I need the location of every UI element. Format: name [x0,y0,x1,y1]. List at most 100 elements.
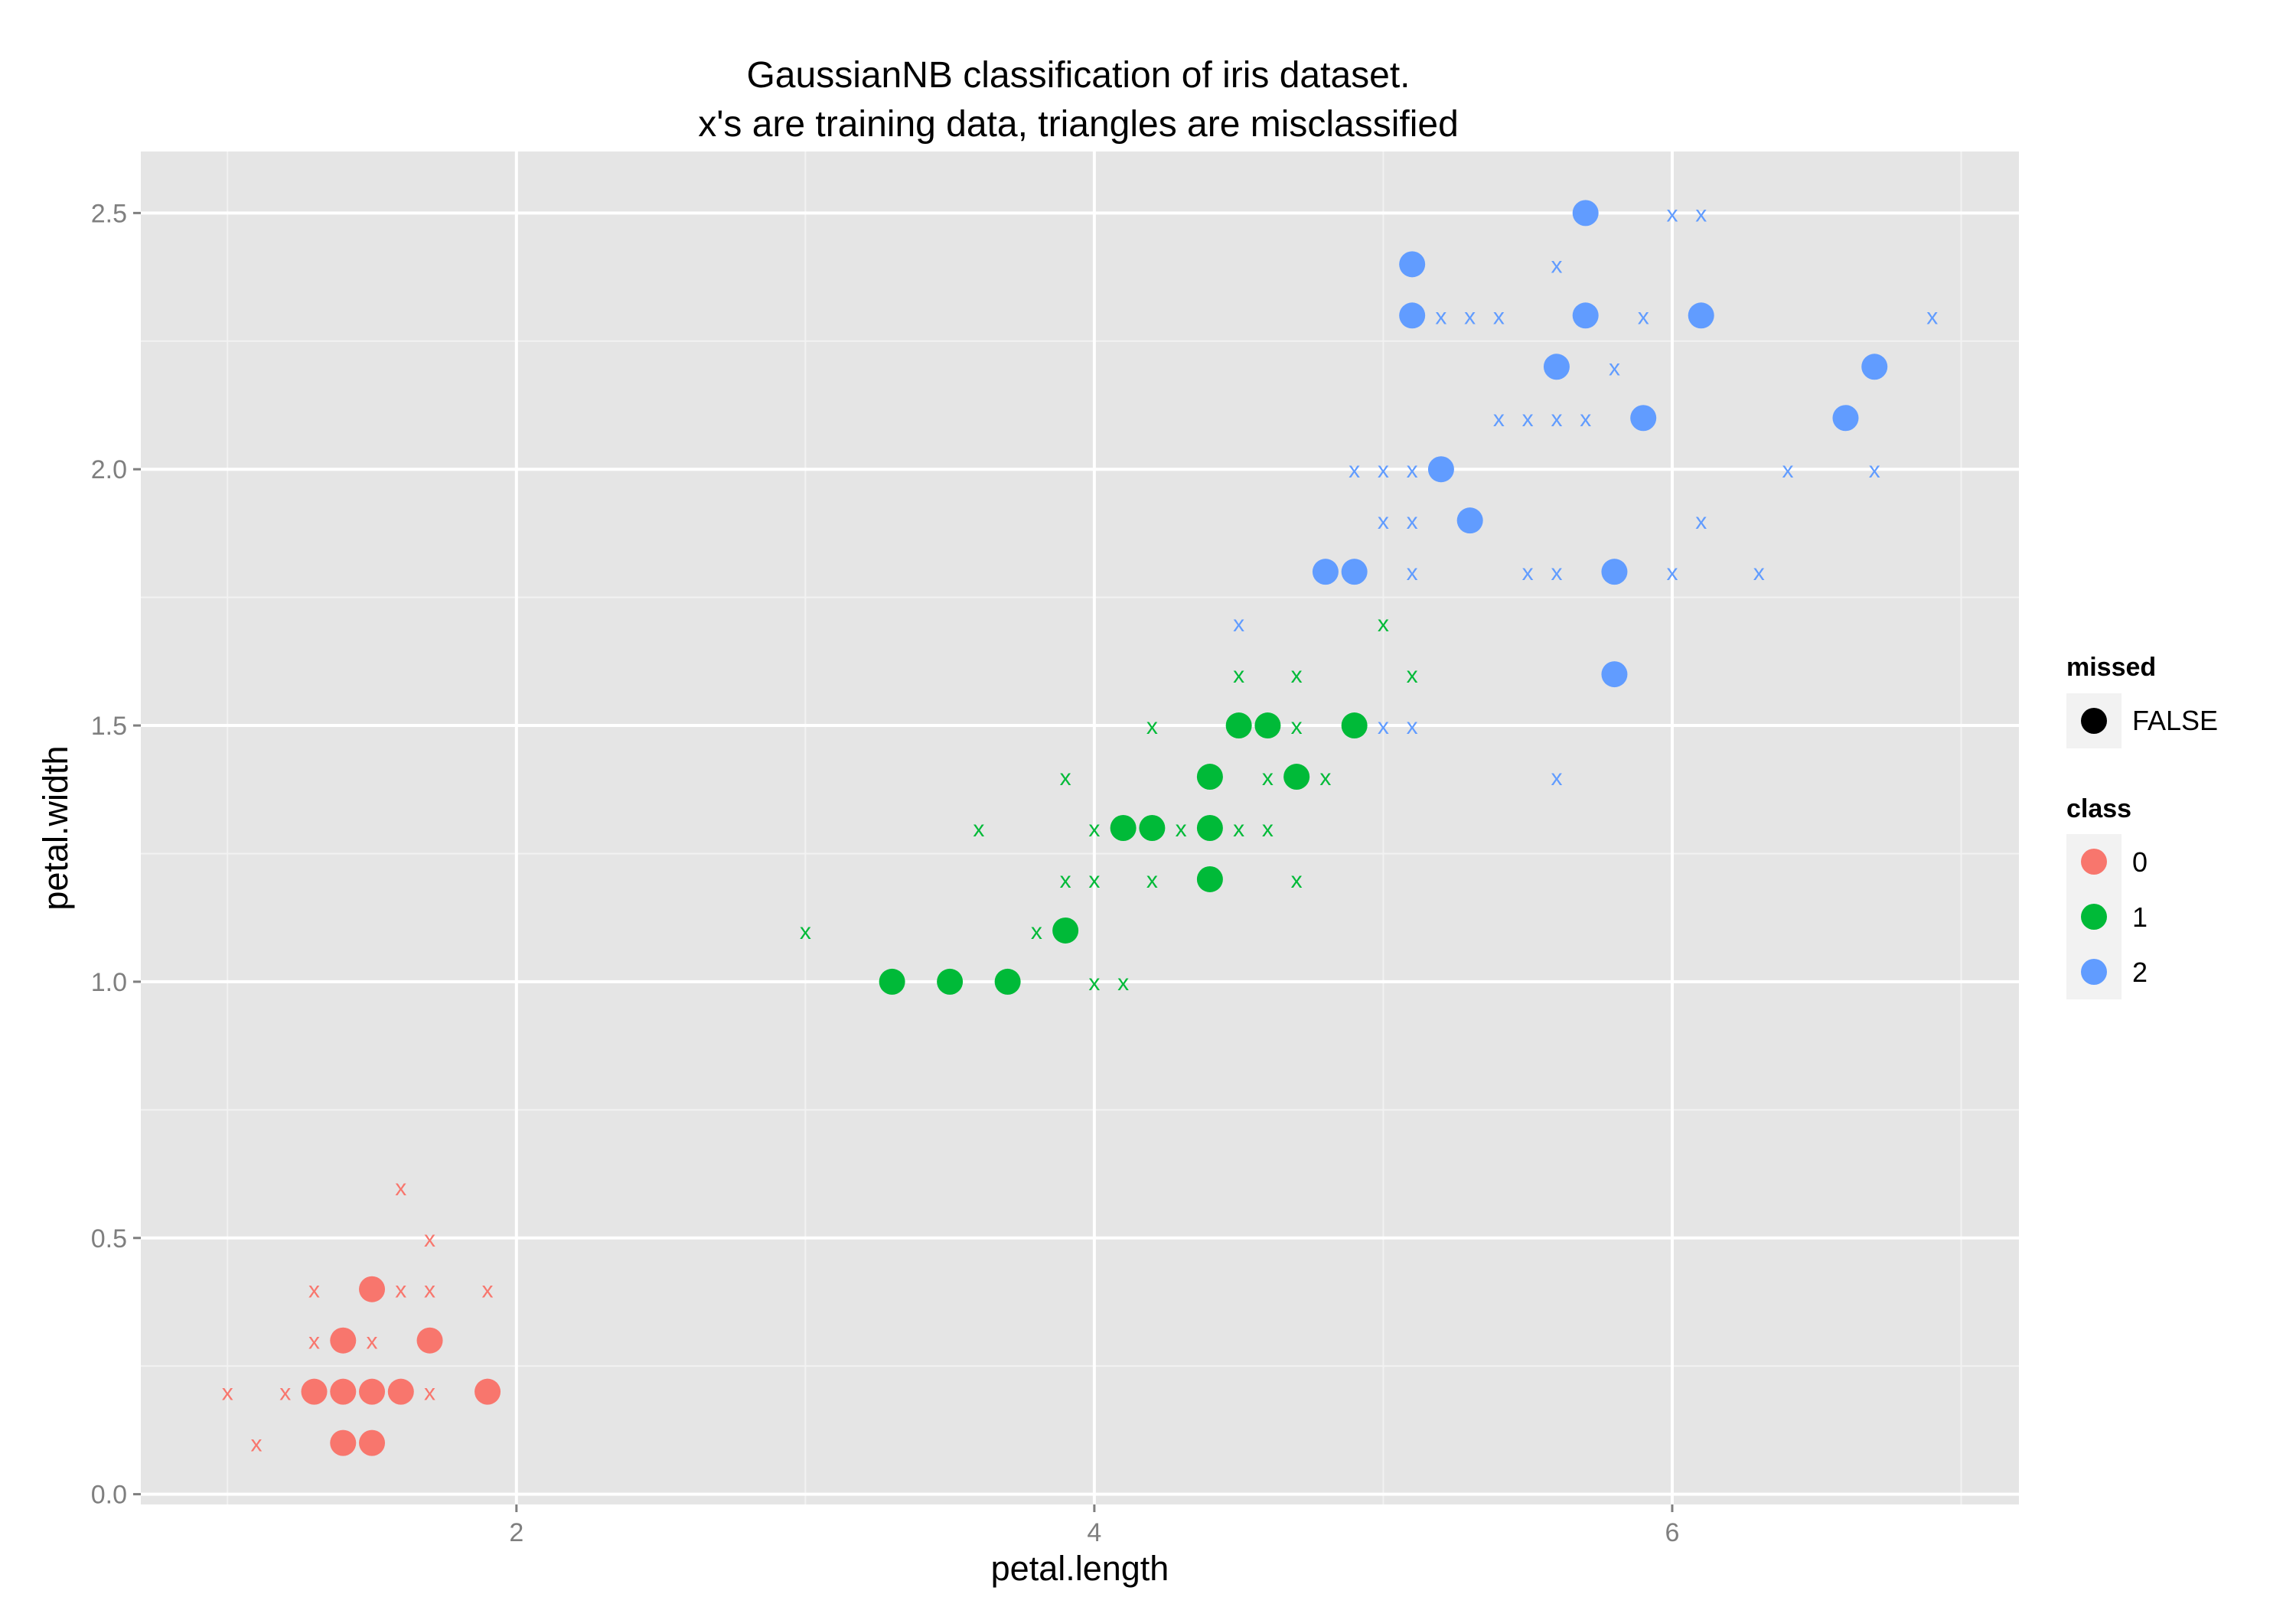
major-gridlines [141,152,2019,1504]
data-point-class-1 [1110,815,1137,841]
training-point-class-1: x [1378,611,1389,637]
x-tick-label: 2 [509,1518,523,1547]
training-point-class-2: x [1464,304,1476,329]
data-point-class-2 [1399,302,1426,329]
data-point-class-0 [387,1378,414,1405]
data-point-class-2 [1601,661,1628,688]
data-point-class-2 [1399,251,1426,278]
training-point-class-1: x [1291,868,1303,893]
training-point-class-1: x [1176,817,1187,842]
data-point-class-2 [1688,302,1714,329]
data-point-class-0 [330,1327,357,1354]
legend-label-class-1: 1 [2132,901,2148,933]
data-point-class-1 [1341,712,1368,739]
training-point-class-2: x [1522,560,1534,585]
data-point-class-2 [1341,559,1368,585]
training-point-class-1: x [1262,817,1274,842]
data-point-class-1 [937,968,964,995]
y-tick-label: 2.0 [91,455,127,484]
training-point-class-0: x [482,1278,494,1303]
data-point-class-1 [1196,764,1223,790]
training-point-class-2: x [1233,611,1244,637]
x-tick-label: 6 [1665,1518,1679,1547]
training-point-class-2: x [1407,509,1418,534]
legend-key-class-2-dot [2081,959,2107,985]
data-point-class-2 [1572,302,1599,329]
training-point-class-2: x [1407,714,1418,739]
training-point-class-1: x [1291,714,1303,739]
data-point-class-0 [301,1378,328,1405]
data-point-class-1 [1254,712,1281,739]
data-point-class-0 [475,1378,501,1405]
training-point-class-1: x [1233,663,1244,688]
data-point-class-2 [1572,200,1599,227]
training-point-class-0: x [424,1278,435,1303]
chart-subtitle: x's are training data, triangles are mis… [698,104,1459,145]
legend-key-class-0-dot [2081,849,2107,875]
legend: missed FALSE class 0 1 2 [2066,653,2218,999]
training-point-class-1: x [1262,765,1274,790]
training-point-class-2: x [1926,304,1938,329]
training-point-class-1: x [1088,868,1100,893]
training-point-class-2: x [1378,509,1389,534]
y-tick-label: 0.5 [91,1224,127,1253]
training-point-class-2: x [1551,253,1562,278]
data-point-class-0 [359,1378,386,1405]
legend-title-class: class [2066,794,2131,823]
training-point-class-0: x [308,1278,320,1303]
training-point-class-1: x [1060,868,1071,893]
training-point-class-2: x [1666,560,1678,585]
training-point-class-0: x [367,1329,378,1354]
data-point-class-1 [1196,815,1223,841]
training-point-class-1: x [1291,663,1303,688]
data-point-class-0 [330,1429,357,1456]
training-point-class-1: x [1088,817,1100,842]
legend-title-missed: missed [2066,653,2156,682]
y-tick-label: 2.5 [91,199,127,228]
data-point-class-2 [1861,354,1888,380]
training-point-class-2: x [1580,406,1591,432]
data-point-class-1 [1283,764,1310,790]
y-tick-label: 1.0 [91,968,127,997]
data-point-class-0 [416,1327,443,1354]
x-axis-title: petal.length [991,1549,1169,1588]
data-point-class-0 [359,1429,386,1456]
training-point-class-1: x [1060,765,1071,790]
training-point-class-2: x [1666,201,1678,227]
training-point-class-2: x [1407,458,1418,483]
data-point-class-1 [1139,815,1166,841]
chart-title: GaussianNB classification of iris datase… [746,55,1410,96]
training-point-class-2: x [1551,406,1562,432]
training-point-class-1: x [1146,868,1158,893]
y-axis-title: petal.width [36,745,75,910]
training-point-class-1: x [973,817,984,842]
training-point-class-2: x [1695,509,1707,534]
training-point-class-2: x [1407,560,1418,585]
training-point-class-2: x [1638,304,1649,329]
training-point-class-1: x [1146,714,1158,739]
plot-panel [141,152,2019,1504]
training-point-class-2: x [1522,406,1534,432]
data-point-class-2 [1427,456,1454,483]
data-point-class-2 [1832,405,1859,432]
training-point-class-1: x [1117,970,1129,996]
training-point-class-1: x [1319,765,1331,790]
training-point-class-0: x [424,1380,435,1406]
training-point-class-2: x [1551,560,1562,585]
training-point-class-0: x [222,1380,233,1406]
training-point-class-1: x [1088,970,1100,996]
legend-label-class-0: 0 [2132,846,2148,878]
y-tick-label: 1.5 [91,712,127,741]
training-point-class-0: x [251,1432,263,1457]
training-point-class-2: x [1378,714,1389,739]
training-point-class-2: x [1695,201,1707,227]
training-point-class-2: x [1493,304,1505,329]
training-point-class-0: x [395,1278,406,1303]
training-point-class-2: x [1753,560,1765,585]
training-point-class-2: x [1349,458,1360,483]
data-point-class-2 [1312,559,1339,585]
training-point-class-0: x [308,1329,320,1354]
training-point-class-2: x [1609,355,1620,380]
y-tick-label: 0.0 [91,1481,127,1510]
training-point-class-1: x [1407,663,1418,688]
